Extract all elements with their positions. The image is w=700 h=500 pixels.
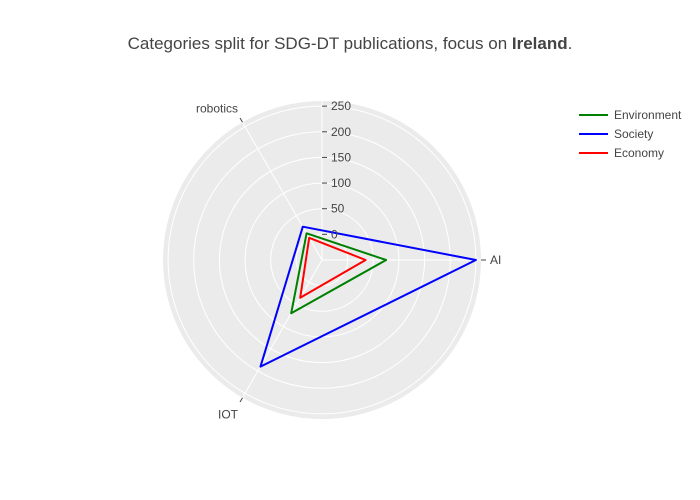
chart-title: Categories split for SDG-DT publications… [0,34,700,54]
angular-tick-robotics [239,117,243,123]
radial-ticks: 0 50 100 150 200 250 [322,99,351,241]
angular-axis-label-ai: AI [490,253,501,267]
radial-tick-label-2: 100 [331,176,351,190]
series-economy-line[interactable] [299,236,367,299]
chart-title-suffix: . [567,34,573,53]
angular-tick-IOT [239,397,243,403]
legend-item-society[interactable]: Society [579,127,653,141]
legend-item-economy[interactable]: Economy [579,146,664,160]
radial-tick-label-5: 250 [331,99,351,113]
legend-item-environment[interactable]: Environment [579,108,682,122]
chart-title-highlight: Ireland [511,34,568,53]
legend[interactable]: Environment Society Economy [579,108,682,160]
radial-tick-label-3: 150 [331,150,351,164]
legend-label-economy: Economy [614,146,664,160]
angular-axis-label-robotics: robotics [196,102,238,116]
series-society-line[interactable] [259,225,477,368]
series-layer [259,225,477,368]
series-environment-line[interactable] [290,232,388,315]
legend-label-society: Society [614,127,653,141]
radial-tick-label-4: 200 [331,125,351,139]
radial-tick-label-1: 50 [331,202,345,216]
legend-label-environment: Environment [614,108,682,122]
angular-axis-labels: AI IOT robotics [196,102,501,422]
radial-tick-label-0: 0 [331,227,338,241]
chart-title-prefix: Categories split for SDG-DT publications… [127,34,512,53]
angular-gridline-IOT [242,259,323,398]
angular-axis-label-iot: IOT [218,407,239,421]
